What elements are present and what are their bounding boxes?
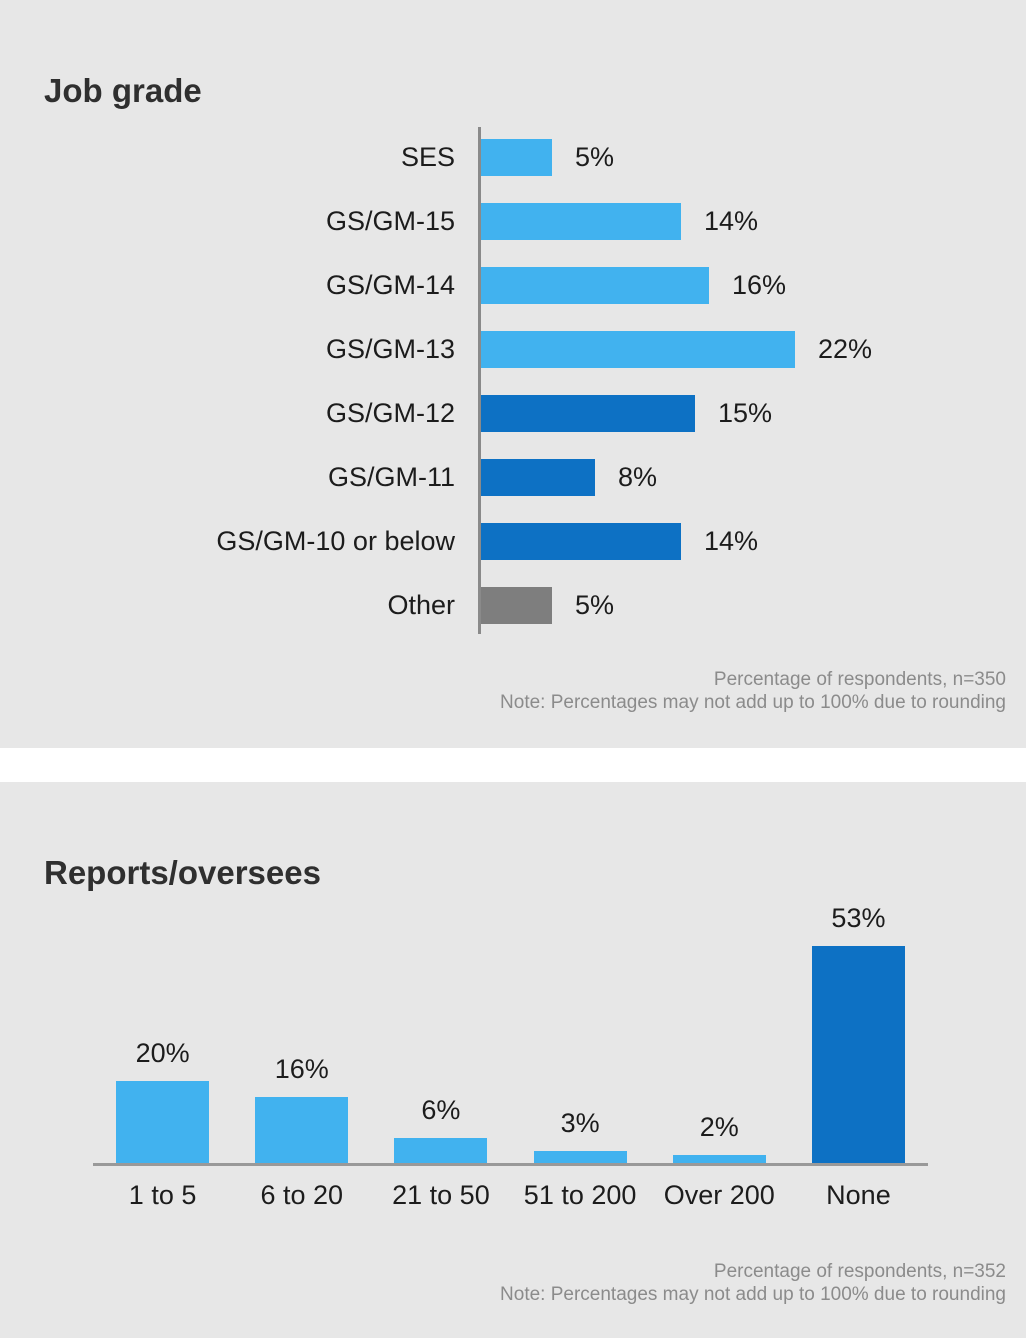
bar — [481, 330, 795, 368]
vbar-column: 2% — [650, 883, 789, 1163]
value-label: 14% — [704, 525, 759, 556]
job-grade-title: Job grade — [44, 72, 202, 109]
hbar-row: GS/GM-15 14% — [0, 189, 1026, 253]
value-label: 15% — [718, 397, 773, 428]
bar — [811, 946, 905, 1163]
bar — [481, 202, 681, 240]
reports-oversees-panel: Reports/oversees 20% 16% 6% 3% 2% 53% 1 to 5 6… — [0, 782, 1026, 1338]
hbar-row: GS/GM-14 16% — [0, 253, 1026, 317]
hbar-row: Other 5% — [0, 573, 1026, 637]
y-axis-line — [478, 127, 481, 634]
vbar-column: 53% — [789, 883, 928, 1163]
source-note: Percentage of respondents, n=352 — [713, 1261, 1006, 1282]
bar — [116, 1081, 210, 1163]
category-label: 51 to 200 — [523, 1180, 637, 1210]
hbar-row: GS/GM-10 or below 14% — [0, 509, 1026, 573]
category-label: GS/GM-14 — [325, 269, 455, 300]
value-label: 5% — [575, 589, 615, 620]
value-label: 2% — [699, 1112, 739, 1142]
category-label: 6 to 20 — [260, 1180, 344, 1210]
value-label: 8% — [618, 461, 658, 492]
category-label: None — [826, 1180, 891, 1210]
value-label: 3% — [560, 1108, 600, 1138]
job-grade-plot-rows: SES 5% GS/GM-15 14% GS/GM-14 16% GS/GM-13 22% GS… — [0, 125, 1026, 637]
hbar-row: GS/GM-13 22% — [0, 317, 1026, 381]
reports-category-labels: 1 to 5 6 to 20 21 to 50 51 to 200 Over 200 No… — [93, 1180, 928, 1211]
bar — [481, 522, 681, 560]
value-label: 16% — [274, 1054, 329, 1084]
value-label: 22% — [818, 333, 873, 364]
bar — [255, 1097, 349, 1163]
bar — [672, 1155, 766, 1163]
reports-plot-columns: 20% 16% 6% 3% 2% 53% — [93, 883, 928, 1163]
job-grade-chart: SES 5% GS/GM-15 14% GS/GM-14 16% GS/GM-13 22% GS… — [0, 125, 1026, 637]
value-label: 6% — [421, 1095, 461, 1125]
rounding-note: Note: Percentages may not add up to 100%… — [500, 1284, 1006, 1305]
rounding-note: Note: Percentages may not add up to 100%… — [500, 692, 1006, 713]
vbar-column: 16% — [232, 883, 371, 1163]
bar — [481, 586, 552, 624]
category-label: 21 to 50 — [392, 1180, 490, 1210]
job-grade-footnote: Percentage of respondents, n=350 Note: P… — [500, 668, 1006, 714]
category-label: GS/GM-10 or below — [216, 525, 455, 556]
x-axis-line — [93, 1163, 928, 1166]
category-label: GS/GM-12 — [325, 397, 455, 428]
category-label: Over 200 — [663, 1180, 775, 1210]
category-label: GS/GM-13 — [325, 333, 455, 364]
hbar-row: GS/GM-12 15% — [0, 381, 1026, 445]
hbar-row: SES 5% — [0, 125, 1026, 189]
value-label: 5% — [575, 141, 615, 172]
vbar-column: 3% — [511, 883, 650, 1163]
value-label: 16% — [732, 269, 787, 300]
hbar-row: GS/GM-11 8% — [0, 445, 1026, 509]
bar — [481, 138, 552, 176]
value-label: 20% — [135, 1038, 190, 1068]
reports-oversees-title: Reports/oversees — [44, 854, 321, 891]
bar — [481, 458, 595, 496]
vbar-column: 20% — [93, 883, 232, 1163]
vbar-column: 6% — [371, 883, 510, 1163]
bar — [533, 1151, 627, 1163]
source-note: Percentage of respondents, n=350 — [713, 669, 1006, 690]
category-label: GS/GM-11 — [327, 461, 455, 492]
job-grade-panel: Job grade SES 5% GS/GM-15 14% GS/GM-14 16% GS/… — [0, 0, 1026, 748]
bar — [481, 394, 695, 432]
category-label: 1 to 5 — [128, 1180, 197, 1210]
value-label: 14% — [704, 205, 759, 236]
category-label: GS/GM-15 — [325, 205, 455, 236]
value-label: 53% — [831, 903, 886, 933]
bar — [481, 266, 709, 304]
category-label: Other — [387, 589, 455, 620]
category-label: SES — [400, 141, 455, 172]
reports-oversees-footnote: Percentage of respondents, n=352 Note: P… — [500, 1260, 1006, 1306]
bar — [394, 1138, 488, 1163]
